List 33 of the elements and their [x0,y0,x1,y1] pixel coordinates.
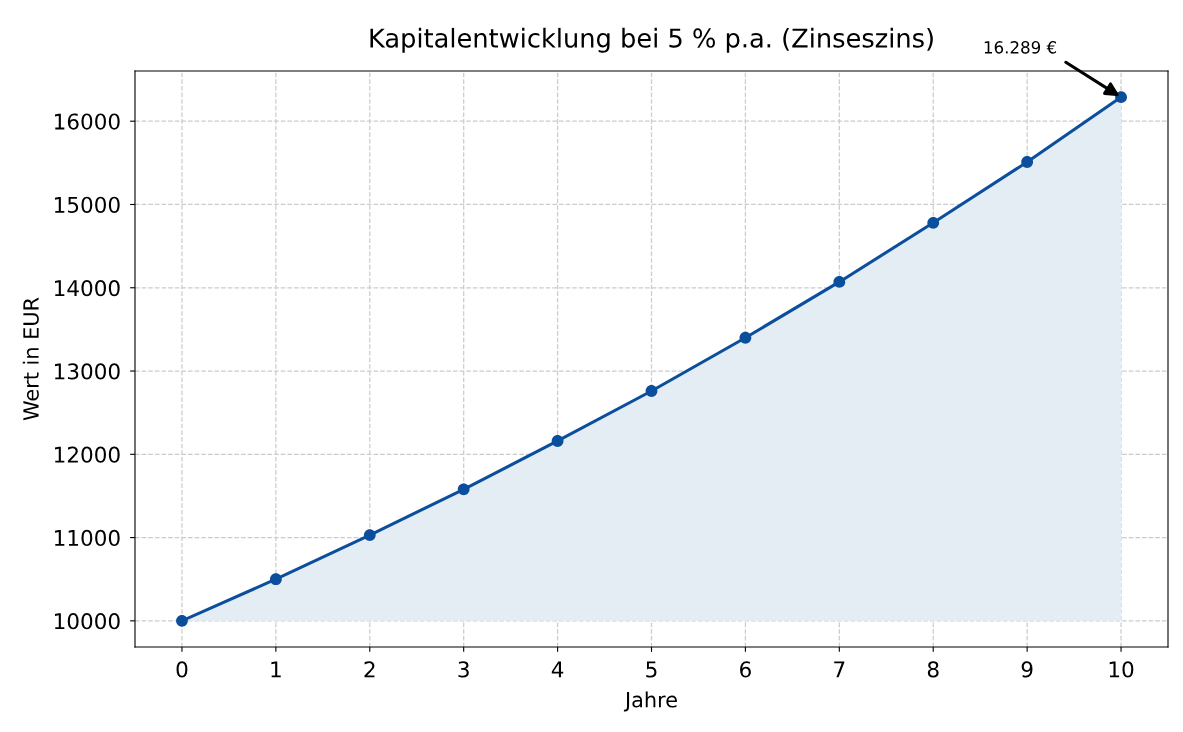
x-tick-label: 2 [364,661,375,678]
x-tick-label: 4 [551,661,564,678]
x-tick-label: 0 [176,661,188,678]
point [457,483,470,496]
y-tick-label: 15000 [54,196,120,213]
point [363,529,376,541]
x-tick-label: 10 [1109,661,1134,678]
annotation: 16.289 € [984,41,1057,54]
point [1021,156,1034,168]
point [1115,91,1127,104]
y-tick-label: 13000 [54,363,120,380]
y-tick-label: 12000 [54,446,120,463]
y-axis-title: Wert in EUR [22,297,39,421]
point [176,614,188,627]
x-tick-label: 5 [646,661,657,678]
point [739,331,752,344]
point [645,385,658,397]
x-tick-label: 1 [271,661,281,678]
x-tick-label: 9 [1021,661,1033,678]
point [269,573,282,586]
point [833,276,846,288]
y-tick-label: 11000 [54,529,120,547]
point [927,216,940,229]
y-tick-label: 16000 [54,113,120,130]
x-axis-title: Jahre [623,691,677,712]
x-tick-label: 3 [458,661,469,678]
y-tick-label: 14000 [54,279,120,297]
y-tick-label: 10000 [54,613,120,630]
x-tick-label: 7 [834,661,845,678]
x-tick-label: 6 [740,661,751,678]
x-tick-label: 8 [927,661,939,678]
chart-title: Kapitalentwicklung bei 5 % p.a. (Zinseszins) [370,27,933,53]
point [551,435,564,447]
